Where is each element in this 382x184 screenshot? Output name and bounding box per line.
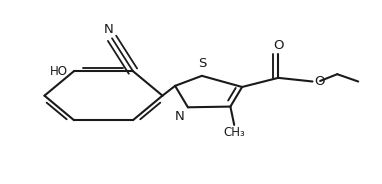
Text: S: S: [197, 57, 206, 70]
Text: HO: HO: [50, 65, 68, 78]
Text: N: N: [174, 110, 184, 123]
Text: O: O: [314, 75, 325, 88]
Text: CH₃: CH₃: [223, 126, 245, 139]
Text: N: N: [104, 23, 113, 36]
Text: O: O: [273, 39, 283, 52]
